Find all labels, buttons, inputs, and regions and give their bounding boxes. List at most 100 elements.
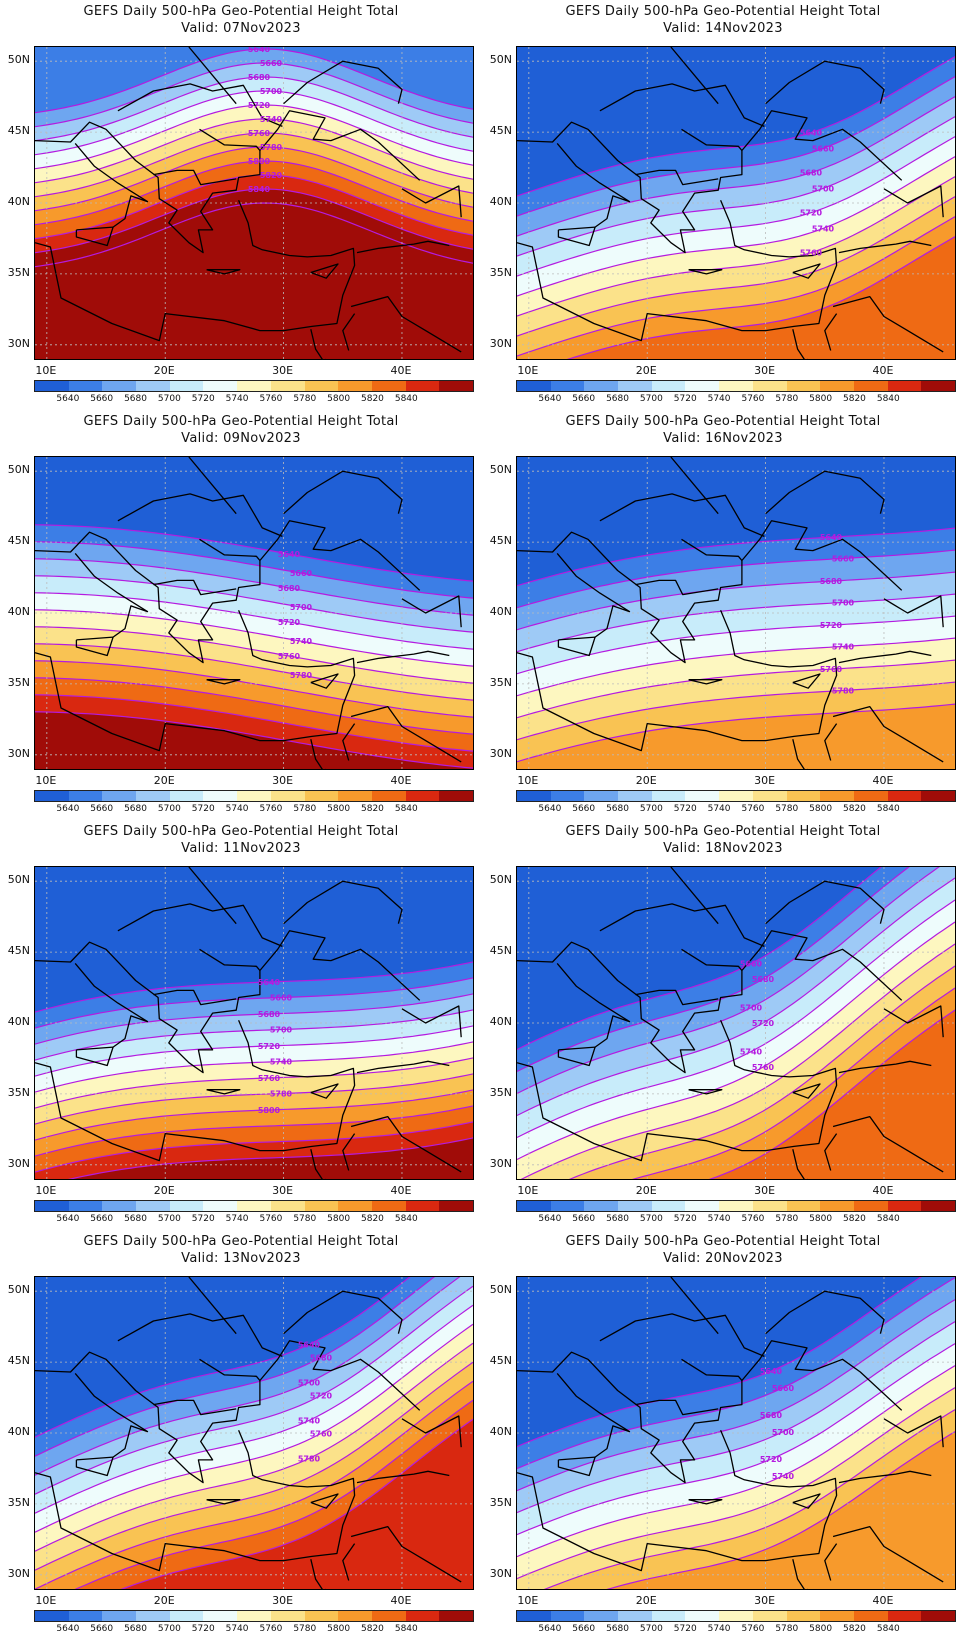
contour-line [517, 176, 955, 317]
contour-label: 5700 [260, 87, 283, 96]
coastline-border [342, 313, 356, 351]
contour-line [35, 1041, 473, 1093]
contour-label: 5740 [290, 637, 313, 646]
colorbar-swatch [853, 1611, 888, 1621]
colorbar-swatch [169, 1201, 204, 1211]
colorbar-level-label: 5760 [259, 1624, 283, 1634]
longitude-tick-label: 40E [390, 364, 412, 377]
colorbar-level-label: 5660 [90, 394, 114, 404]
longitude-tick-label: 20E [635, 1594, 657, 1607]
colorbar-swatch [304, 1201, 339, 1211]
colorbar-level-label: 5800 [809, 804, 833, 814]
colorbar-level-label: 5660 [572, 804, 596, 814]
colorbar [34, 790, 474, 802]
contour-label: 5720 [258, 1042, 281, 1051]
colorbar-swatch [820, 381, 854, 391]
colorbar-level-label: 5840 [394, 394, 418, 404]
colorbar-level-label: 5680 [606, 1214, 629, 1224]
coastline-border [832, 295, 944, 353]
coastline-border [35, 930, 421, 1074]
latitude-tick-label: 30N [489, 1566, 512, 1580]
contour-label: 5760 [752, 1063, 775, 1072]
contour-line [120, 1418, 473, 1589]
colorbar-level-label: 5760 [741, 1624, 765, 1634]
contour-label: 5760 [258, 1074, 281, 1083]
coastline-border [557, 1046, 596, 1067]
contour-line [35, 694, 473, 752]
colorbar [516, 380, 956, 392]
latitude-tick-label: 45N [489, 534, 512, 548]
contour-label: 5780 [832, 686, 855, 695]
map-panel-11nov: GEFS Daily 500-hPa Geo-Potential Height … [0, 820, 482, 1230]
latitude-tick-label: 45N [489, 944, 512, 958]
panel-title: GEFS Daily 500-hPa Geo-Potential Height … [83, 1234, 399, 1249]
coastline-border [356, 650, 450, 664]
map-panel-20nov: GEFS Daily 500-hPa Geo-Potential Height … [482, 1230, 964, 1640]
colorbar-swatch [517, 791, 551, 801]
contour-line [35, 90, 473, 156]
colorbar-swatch [820, 791, 854, 801]
colorbar-level-label: 5700 [157, 1214, 181, 1224]
contour-label: 5640 [760, 1367, 783, 1376]
coastline-border [310, 263, 339, 279]
contour-line [517, 1277, 922, 1448]
contour-label: 5700 [812, 184, 835, 193]
coastline-border [199, 1358, 261, 1381]
coastline-border [517, 520, 903, 664]
coastline-border [883, 595, 944, 628]
colorbar-level-label: 5800 [809, 394, 833, 404]
coastline-border [838, 1470, 932, 1484]
colorbar-level-label: 5820 [843, 394, 866, 404]
colorbar-swatch [921, 791, 955, 801]
colorbar-swatch [102, 1201, 137, 1211]
colorbar-level-label: 5780 [293, 1624, 317, 1634]
contour-label: 5720 [310, 1391, 333, 1400]
longitude-tick-label: 40E [872, 1184, 894, 1197]
colorbar-swatch [439, 1201, 473, 1211]
latitude-tick-label: 45N [7, 534, 30, 548]
contour-label: 5660 [290, 569, 313, 578]
coastline-border [206, 679, 241, 685]
contour-label: 5760 [800, 249, 823, 258]
coastline-border [35, 110, 421, 254]
latitude-tick-label: 40N [7, 1425, 30, 1438]
height-band [608, 1431, 955, 1589]
colorbar-level-label: 5780 [293, 1214, 317, 1224]
coastline-border [117, 493, 283, 537]
contour-line [35, 677, 473, 735]
contour-label: 5680 [278, 584, 301, 593]
longitude-tick-label: 20E [635, 1184, 657, 1197]
coastline-border [792, 1149, 808, 1179]
coastline-border [670, 47, 719, 105]
colorbar-swatch [550, 791, 585, 801]
colorbar-swatch [169, 791, 204, 801]
coastline-border [883, 185, 944, 218]
colorbar-level-label: 5640 [56, 1624, 80, 1634]
coastline-border [832, 1115, 944, 1173]
contour-label: 5680 [760, 1411, 783, 1420]
contour-label: 5740 [812, 224, 835, 233]
contour-label: 5660 [772, 1384, 795, 1393]
coastline-border [310, 1559, 326, 1589]
colorbar-level-label: 5760 [259, 394, 283, 404]
colorbar-swatch [405, 1201, 440, 1211]
contour-label: 5740 [740, 1048, 763, 1057]
colorbar-swatch [550, 1611, 585, 1621]
coastline-border [792, 1559, 808, 1589]
colorbar-swatch [550, 1201, 585, 1211]
colorbar-swatch [618, 1611, 652, 1621]
colorbar-level-label: 5680 [124, 1214, 147, 1224]
colorbar-level-label: 5780 [775, 1624, 799, 1634]
colorbar-level-label: 5700 [639, 1214, 663, 1224]
contour-label: 5700 [740, 1004, 763, 1013]
coastline-border [153, 169, 237, 186]
colorbar-swatch [371, 381, 406, 391]
colorbar-swatch [237, 791, 271, 801]
contour-label: 5720 [760, 1455, 783, 1464]
contour-label: 5680 [752, 975, 775, 984]
contour-label: 5640 [258, 978, 281, 987]
colorbar-level-label: 5800 [809, 1214, 833, 1224]
colorbar-swatch [102, 381, 137, 391]
coastline-border [599, 903, 765, 947]
